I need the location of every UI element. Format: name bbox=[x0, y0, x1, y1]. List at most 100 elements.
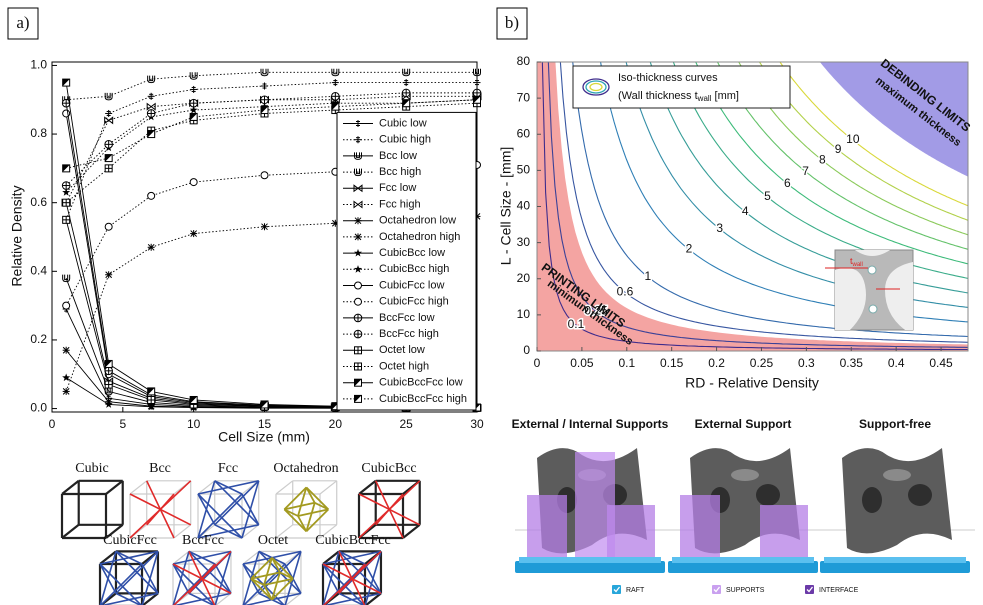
lattice-strut bbox=[359, 481, 420, 538]
print-illustration bbox=[820, 448, 970, 573]
legend-label: BccFcc low bbox=[379, 312, 435, 324]
x-tick-label: 0.1 bbox=[618, 356, 635, 370]
marker-part bbox=[355, 298, 362, 305]
y-axis-label: Relative Density bbox=[9, 185, 25, 286]
lattice-icon bbox=[243, 551, 301, 605]
legend-label: BccFcc high bbox=[379, 328, 439, 340]
panel-label: b) bbox=[505, 13, 519, 32]
marker-part bbox=[148, 192, 155, 199]
data-point bbox=[63, 165, 70, 172]
lattice-label: Cubic bbox=[75, 461, 108, 476]
marker-part bbox=[105, 223, 112, 230]
part-highlight bbox=[731, 469, 759, 481]
data-point bbox=[190, 179, 197, 186]
legend-marker bbox=[355, 363, 362, 370]
legend-label: Cubic high bbox=[379, 134, 431, 146]
legend-label: Octahedron high bbox=[379, 231, 460, 243]
y-tick-label: 0.4 bbox=[30, 263, 47, 277]
legend-marker bbox=[355, 282, 362, 289]
marker-part bbox=[105, 117, 113, 123]
data-point bbox=[332, 79, 339, 86]
data-point bbox=[105, 223, 112, 230]
lattice-strut bbox=[62, 525, 79, 538]
x-tick-label: 0.2 bbox=[708, 356, 725, 370]
lattice-icon bbox=[323, 551, 381, 605]
data-point bbox=[63, 302, 70, 309]
inset-label-sub: wall bbox=[852, 262, 863, 268]
part-hole bbox=[908, 484, 932, 506]
data-point bbox=[105, 110, 112, 117]
legend-label: Octet high bbox=[379, 360, 429, 372]
x-tick-label: 30 bbox=[470, 417, 484, 431]
print-illustration bbox=[515, 448, 665, 573]
iso-curve-label: 8 bbox=[819, 153, 826, 167]
support bbox=[575, 452, 615, 557]
legend-label: CubicBccFcc high bbox=[379, 393, 467, 405]
legend-label: CubicBcc low bbox=[379, 247, 445, 259]
inset-shape bbox=[869, 305, 877, 313]
y-tick-label: 0.8 bbox=[30, 126, 47, 140]
x-tick-label: 0.15 bbox=[660, 356, 684, 370]
legend-marker bbox=[355, 298, 362, 305]
data-point bbox=[190, 230, 197, 237]
lattice-label: Octahedron bbox=[273, 461, 338, 476]
y-tick-label: 50 bbox=[517, 163, 531, 177]
legend-label: RAFT bbox=[626, 587, 645, 594]
iso-curve-label: 0.6 bbox=[617, 284, 634, 298]
data-point bbox=[474, 96, 481, 103]
y-tick-label: 0.0 bbox=[30, 401, 47, 415]
lattice-strut bbox=[106, 481, 123, 494]
iso-curve-label: 5 bbox=[764, 189, 771, 203]
legend-checkbox bbox=[612, 585, 621, 594]
legend-marker bbox=[355, 233, 362, 240]
y-tick-label: 60 bbox=[517, 126, 531, 140]
x-tick-label: 0 bbox=[534, 356, 541, 370]
part-hole bbox=[862, 487, 882, 513]
support bbox=[527, 495, 567, 557]
lattice-icon bbox=[198, 481, 259, 538]
raft-top bbox=[824, 557, 966, 563]
support bbox=[760, 505, 808, 557]
data-point bbox=[148, 93, 155, 100]
x-tick-label: 10 bbox=[187, 417, 201, 431]
data-point bbox=[473, 89, 481, 97]
marker-part bbox=[63, 302, 70, 309]
lattice-strut bbox=[359, 481, 376, 494]
lattice-strut bbox=[276, 481, 293, 494]
data-point bbox=[261, 83, 268, 90]
data-point bbox=[63, 199, 70, 206]
data-point bbox=[63, 216, 70, 223]
x-tick-label: 0.3 bbox=[798, 356, 815, 370]
legend-marker bbox=[354, 314, 362, 322]
lattice-strut bbox=[130, 481, 191, 538]
data-point bbox=[63, 275, 70, 282]
legend-marker bbox=[355, 217, 362, 224]
legend-marker bbox=[355, 379, 362, 386]
data-point bbox=[190, 86, 197, 93]
lattice-strut bbox=[62, 481, 79, 494]
data-point bbox=[105, 271, 112, 278]
panel-title: External / Internal Supports bbox=[512, 417, 669, 431]
legend-label: Octet low bbox=[379, 344, 425, 356]
y-tick-label: 0.2 bbox=[30, 332, 47, 346]
x-tick-label: 5 bbox=[119, 417, 126, 431]
marker-part bbox=[190, 179, 197, 186]
lattice-label: Bcc bbox=[149, 461, 171, 476]
data-point bbox=[105, 360, 112, 367]
y-tick-label: 20 bbox=[517, 271, 531, 285]
iso-curve-label: 10 bbox=[846, 132, 860, 146]
data-point bbox=[105, 165, 112, 172]
lattice-strut bbox=[116, 551, 142, 564]
raft-top bbox=[672, 557, 814, 563]
lattice-icon bbox=[173, 551, 231, 605]
data-point bbox=[105, 155, 112, 162]
legend-label: Cubic low bbox=[379, 117, 427, 129]
lattice-icon bbox=[62, 481, 123, 538]
x-tick-label: 0.25 bbox=[750, 356, 774, 370]
legend-label: Fcc low bbox=[379, 182, 416, 194]
legend-label: CubicFcc high bbox=[379, 296, 449, 308]
lattice-label: CubicFcc bbox=[103, 533, 157, 548]
data-point bbox=[403, 100, 410, 107]
legend-checkbox bbox=[805, 585, 814, 594]
figure: a) b) Cell Size (mm) Relative Density RD… bbox=[0, 0, 983, 605]
